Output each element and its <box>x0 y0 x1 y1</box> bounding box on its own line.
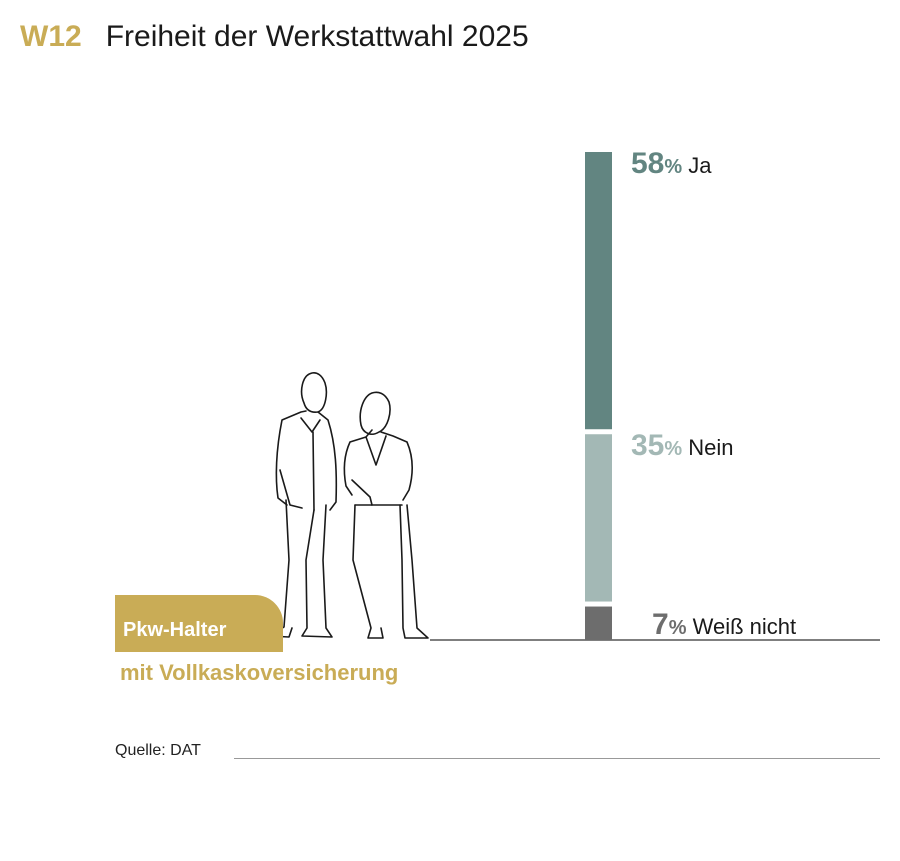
series-name-nein: Nein <box>682 435 733 460</box>
data-label-weiss-nicht: 7% Weiß nicht <box>652 608 796 641</box>
series-name-ja: Ja <box>682 153 712 178</box>
data-unit-nein: % <box>664 438 682 460</box>
two-people-outline-icon <box>269 372 429 639</box>
data-label-nein: 35% Nein <box>631 429 734 462</box>
category-subtitle: mit Vollkaskoversicherung <box>120 660 399 685</box>
bar-segment-weiss-nicht <box>585 606 612 640</box>
data-value-nein: 35 <box>631 429 664 462</box>
series-name-weiss-nicht: Weiß nicht <box>686 614 796 639</box>
chart-title: Freiheit der Werkstattwahl 2025 <box>105 20 529 53</box>
source-label: Quelle: DAT <box>115 742 201 759</box>
chart-header: W12 Freiheit der Werkstattwahl 2025 <box>20 20 529 54</box>
data-value-ja: 58 <box>631 147 664 180</box>
chart-code: W12 <box>20 20 82 53</box>
source-divider <box>234 758 880 759</box>
bar-segment-ja <box>585 152 612 430</box>
data-unit-weiss-nicht: % <box>669 617 687 639</box>
badge-label: Pkw-Halter <box>123 619 227 641</box>
bar-segment-nein <box>585 434 612 602</box>
data-unit-ja: % <box>664 156 682 178</box>
category-badge: Pkw-Halter <box>115 595 283 652</box>
data-label-ja: 58% Ja <box>631 147 712 180</box>
data-value-weiss-nicht: 7 <box>652 608 669 641</box>
